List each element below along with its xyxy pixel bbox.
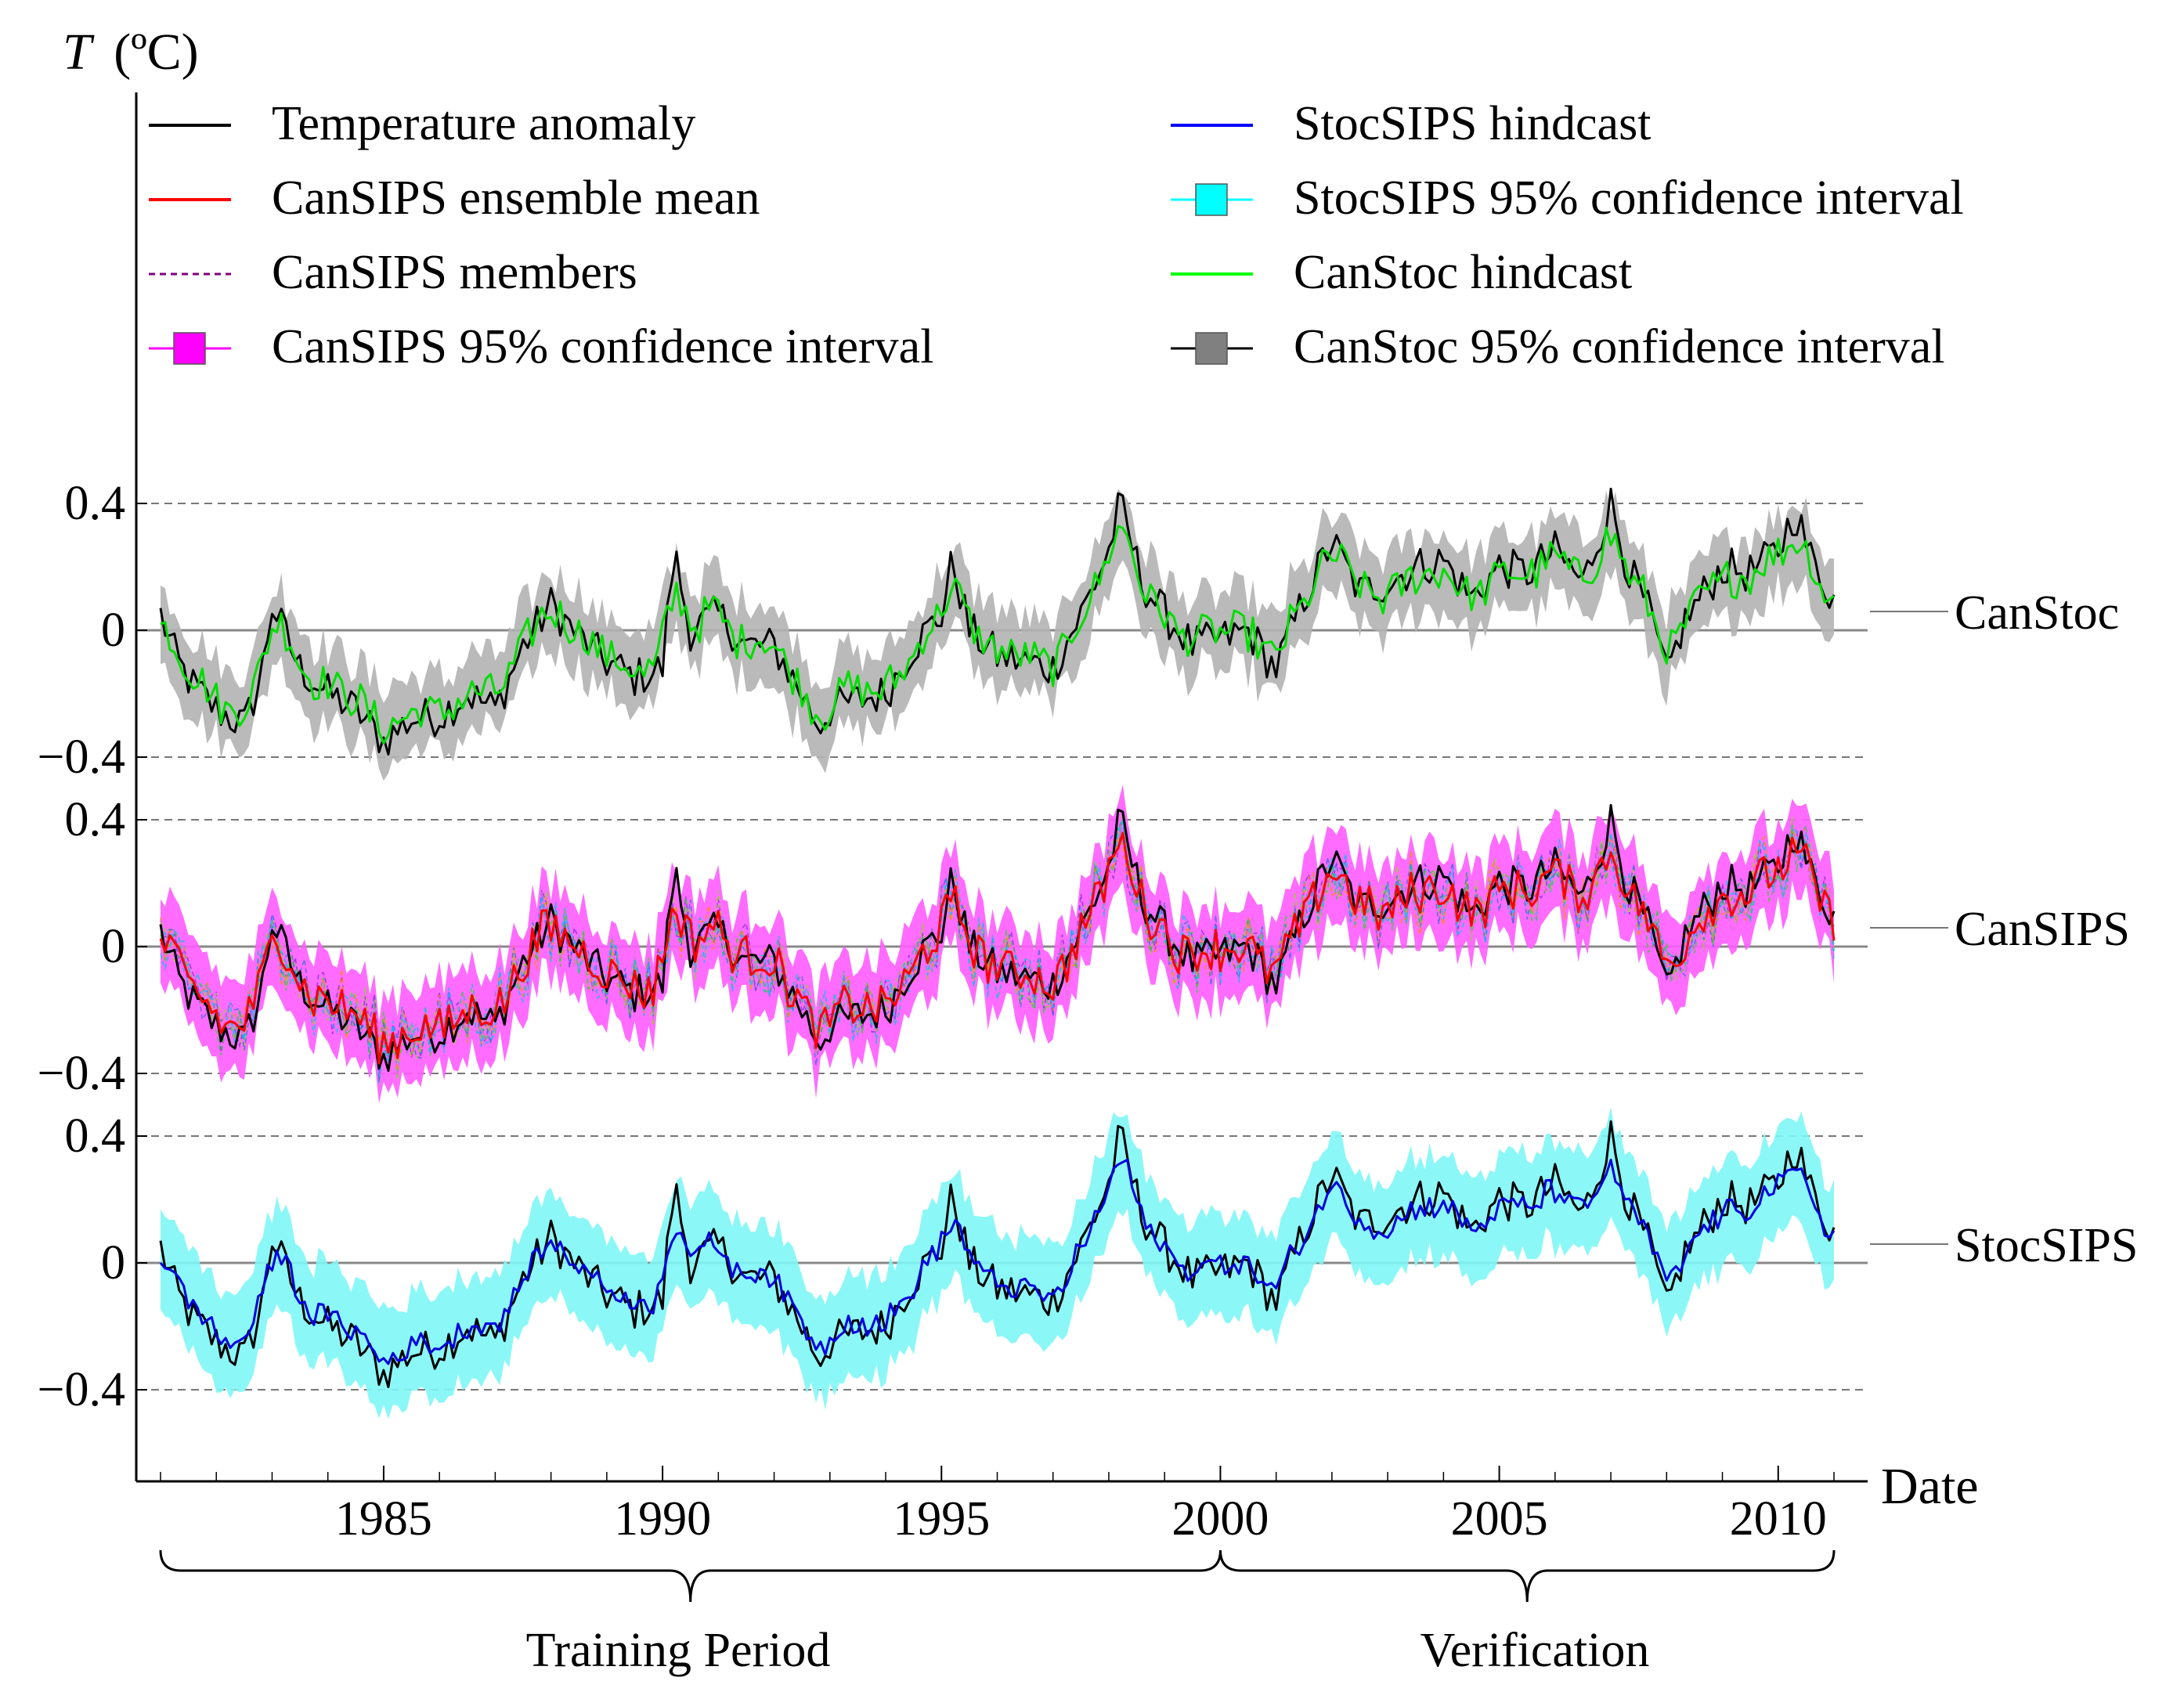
y-axis-title: T (ºC) [63, 23, 199, 81]
y-tick-label-canstoc: −0.4 [38, 730, 125, 784]
y-tick-label-cansips: 0.4 [65, 793, 126, 846]
legend-label-cansips_ci: CanSIPS 95% confidence interval [272, 320, 933, 373]
legend-label-cansips_mean: CanSIPS ensemble mean [272, 171, 760, 225]
temperature-anomaly-line-stocsips [159, 1120, 1836, 1388]
period-braces [159, 1549, 1836, 1603]
legend-item-stocsips: StocSIPS hindcast [1171, 97, 1651, 150]
y-tick-label-stocsips: 0.4 [65, 1109, 126, 1163]
y-tick-label-canstoc: 0.4 [65, 477, 126, 530]
legend-item-cansips_mean: CanSIPS ensemble mean [149, 171, 760, 225]
legend-item-stocsips_ci: StocSIPS 95% confidence interval [1171, 171, 1964, 225]
confidence-band-canstoc [161, 489, 1834, 781]
legend-label-stocsips_ci: StocSIPS 95% confidence interval [1294, 171, 1964, 225]
y-tick-label-stocsips: 0 [101, 1236, 125, 1290]
panel-canstoc: 0.4 0 −0.4 CanStoc [38, 477, 2120, 784]
y-axis-unit: (ºC) [114, 23, 198, 81]
panel-label-cansips: CanSIPS [1955, 903, 2130, 956]
legend-label-canstoc_ci: CanStoc 95% confidence interval [1294, 320, 1945, 373]
legend-label-canstoc: CanStoc hindcast [1294, 246, 1632, 299]
x-tick-label: 1985 [335, 1492, 432, 1546]
training-period-label: Training Period [526, 1624, 831, 1677]
ensemble-member-line [160, 818, 1835, 1060]
model-line-stocsips [159, 1158, 1836, 1365]
verification-label: Verification [1421, 1624, 1650, 1677]
legend-label-temp: Temperature anomaly [272, 97, 695, 150]
legend-item-cansips_members: CanSIPS members [149, 246, 637, 299]
x-tick-label: 1995 [893, 1492, 990, 1546]
training-period-brace [159, 1549, 1222, 1603]
model-line-canstoc [160, 525, 1835, 745]
legend-item-temp: Temperature anomaly [149, 97, 695, 150]
legend: Temperature anomaly CanSIPS ensemble mean… [149, 97, 1964, 373]
legend-item-canstoc: CanStoc hindcast [1171, 246, 1632, 299]
panel-stocsips: 0.4 0 −0.4 StocSIPS [38, 1107, 2138, 1419]
temperature-anomaly-line-canstoc [159, 487, 1836, 756]
panel-label-stocsips: StocSIPS [1955, 1219, 2138, 1272]
panel-label-canstoc: CanStoc [1955, 586, 2119, 640]
x-tick-label: 2010 [1730, 1492, 1827, 1546]
x-tick-label: 1990 [614, 1492, 711, 1546]
model-line-cansips [159, 831, 1836, 1065]
y-axis-symbol: T [63, 23, 95, 81]
panel-cansips: 0.4 0 −0.4 CanSIPS [38, 785, 2130, 1104]
panels: 0.4 0 −0.4 CanStoc 0.4 0 −0.4 CanSIPS 0.4 0 −0.4 St… [38, 477, 2138, 1419]
y-tick-label-canstoc: 0 [101, 604, 125, 657]
legend-item-cansips_ci: CanSIPS 95% confidence interval [149, 320, 933, 373]
temperature-anomaly-line-cansips [159, 803, 1836, 1072]
legend-swatch-cansips_ci [173, 332, 206, 365]
x-tick-label: 2005 [1451, 1492, 1548, 1546]
legend-label-stocsips: StocSIPS hindcast [1294, 97, 1651, 150]
confidence-band-stocsips [161, 1107, 1834, 1419]
y-tick-label-stocsips: −0.4 [38, 1363, 125, 1416]
x-tick-label: 2000 [1171, 1492, 1269, 1546]
legend-item-canstoc_ci: CanStoc 95% confidence interval [1171, 320, 1945, 373]
x-ticks: 1985 1990 1995 2000 2005 2010 [160, 1466, 1835, 1546]
legend-swatch-canstoc_ci [1195, 332, 1228, 365]
verification-brace [1218, 1549, 1836, 1603]
legend-label-cansips_members: CanSIPS members [272, 246, 637, 299]
x-axis-title: Date [1881, 1458, 1979, 1515]
confidence-band-cansips [161, 785, 1834, 1104]
ensemble-member-line [160, 812, 1835, 1080]
legend-swatch-stocsips_ci [1195, 183, 1228, 216]
ensemble-member-line [160, 819, 1835, 1062]
y-tick-label-cansips: −0.4 [38, 1047, 125, 1100]
y-tick-label-cansips: 0 [101, 920, 125, 973]
